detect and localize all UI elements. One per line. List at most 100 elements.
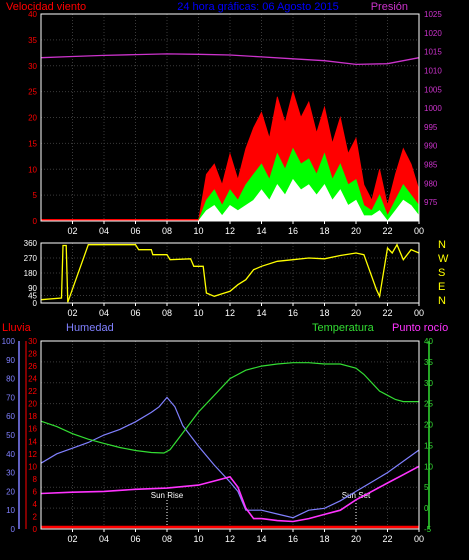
temperature-ytick-label: 5: [424, 483, 429, 492]
pressure-ytick-label: 990: [424, 142, 438, 151]
wind-ytick-label: 30: [28, 62, 37, 71]
humidity-xtick-label: 14: [256, 534, 266, 544]
direction-xtick-label: 18: [319, 308, 329, 318]
humidity-ytick-label: 50: [6, 431, 15, 440]
humidity-ytick-label: 10: [6, 506, 15, 515]
direction-xtick-label: 00: [414, 308, 424, 318]
humidity-xtick-label: 16: [288, 534, 298, 544]
humidity-ytick-label: 100: [2, 337, 16, 346]
wind-xtick-label: 14: [256, 226, 266, 236]
pressure-ytick-label: 1015: [424, 48, 442, 57]
rain-ytick-label: 30: [28, 337, 37, 346]
temperature-series: [40, 362, 419, 454]
humidity-ytick-label: 60: [6, 412, 15, 421]
direction-xtick-label: 04: [99, 308, 109, 318]
wind-xtick-label: 04: [99, 226, 109, 236]
rain-ytick-label: 14: [28, 437, 37, 446]
pressure-ytick-label: 995: [424, 123, 438, 132]
wind-xtick-label: 00: [414, 226, 424, 236]
wind-ytick-label: 5: [33, 191, 38, 200]
humidity-xtick-label: 10: [193, 534, 203, 544]
wind-xtick-label: 20: [351, 226, 361, 236]
wind-ytick-label: 0: [33, 217, 38, 226]
rain-axis-title: Lluvia: [2, 322, 32, 334]
humidity-ytick-label: 90: [6, 356, 15, 365]
humidity-temperature-panel: -505101520253035400102030405060708090100…: [2, 337, 434, 544]
direction-xtick-label: 12: [225, 308, 235, 318]
direction-xtick-label: 14: [256, 308, 266, 318]
pressure-ytick-label: 980: [424, 179, 438, 188]
rain-ytick-label: 26: [28, 362, 37, 371]
wind-average-series: [41, 178, 420, 222]
direction-xtick-label: 02: [67, 308, 77, 318]
humidity-ytick-label: 80: [6, 375, 15, 384]
direction-ytick-label: 0: [33, 299, 38, 308]
wind-xtick-label: 16: [288, 226, 298, 236]
dewpoint-axis-title: Punto rocío: [392, 322, 448, 334]
humidity-xtick-label: 22: [382, 534, 392, 544]
direction-xtick-label: 20: [351, 308, 361, 318]
wind-xtick-label: 12: [225, 226, 235, 236]
rain-ytick-label: 4: [33, 500, 38, 509]
rain-ytick-label: 20: [28, 400, 37, 409]
humidity-ytick-label: 40: [6, 450, 15, 459]
direction-xtick-label: 10: [193, 308, 203, 318]
direction-ytick-label: 270: [24, 254, 38, 263]
rain-ytick-label: 0: [33, 525, 38, 534]
wind-xtick-label: 22: [382, 226, 392, 236]
rain-ytick-label: 22: [28, 387, 37, 396]
pressure-ytick-label: 1010: [424, 66, 442, 75]
humidity-xtick-label: 18: [319, 534, 329, 544]
humidity-series: [40, 396, 420, 519]
pressure-ytick-label: 975: [424, 198, 438, 207]
wind-xtick-label: 02: [67, 226, 77, 236]
sun-event-label: Sun Set: [342, 491, 371, 500]
pressure-ytick-label: 1025: [424, 10, 442, 19]
rain-ytick-label: 28: [28, 350, 37, 359]
wind-xtick-label: 18: [319, 226, 329, 236]
pressure-series: [40, 53, 420, 66]
pressure-axis-title: Presión: [371, 1, 408, 13]
humidity-xtick-label: 02: [67, 534, 77, 544]
pressure-ytick-label: 1020: [424, 29, 442, 38]
rain-ytick-label: 12: [28, 450, 37, 459]
direction-xtick-label: 08: [162, 308, 172, 318]
humidity-ytick-label: 0: [11, 525, 16, 534]
wind-pressure-panel: 0510152025303540975980985990995100010051…: [28, 10, 442, 236]
humidity-ytick-label: 30: [6, 469, 15, 478]
dewpoint-series: [40, 465, 420, 523]
compass-label: S: [438, 267, 445, 279]
pressure-ytick-label: 985: [424, 161, 438, 170]
wind-ytick-label: 35: [28, 36, 37, 45]
direction-xtick-label: 22: [382, 308, 392, 318]
pressure-ytick-label: 1000: [424, 104, 442, 113]
wind-xtick-label: 06: [130, 226, 140, 236]
humidity-xtick-label: 06: [130, 534, 140, 544]
wind-ytick-label: 20: [28, 114, 37, 123]
humidity-xtick-label: 00: [414, 534, 424, 544]
direction-ytick-label: 360: [24, 239, 38, 248]
rain-ytick-label: 16: [28, 425, 37, 434]
rain-ytick-label: 18: [28, 412, 37, 421]
humidity-ytick-label: 20: [6, 487, 15, 496]
temperature-ytick-label: 0: [424, 504, 429, 513]
wind-xtick-label: 08: [162, 226, 172, 236]
temperature-ytick-label: -5: [424, 525, 432, 534]
direction-xtick-label: 16: [288, 308, 298, 318]
rain-ytick-label: 10: [28, 462, 37, 471]
rain-ytick-label: 2: [33, 512, 38, 521]
humidity-ytick-label: 70: [6, 393, 15, 402]
direction-xtick-label: 06: [130, 308, 140, 318]
humidity-axis-title: Humedad: [66, 322, 114, 334]
humidity-xtick-label: 04: [99, 534, 109, 544]
wind-ytick-label: 10: [28, 165, 37, 174]
wind-direction-series: [40, 243, 420, 303]
rain-ytick-label: 24: [28, 375, 37, 384]
chart-title: 24 hora gráficas: 06 Agosto 2015: [177, 1, 338, 13]
compass-label: W: [438, 253, 449, 265]
direction-ytick-label: 180: [24, 269, 38, 278]
compass-label: N: [438, 239, 446, 251]
